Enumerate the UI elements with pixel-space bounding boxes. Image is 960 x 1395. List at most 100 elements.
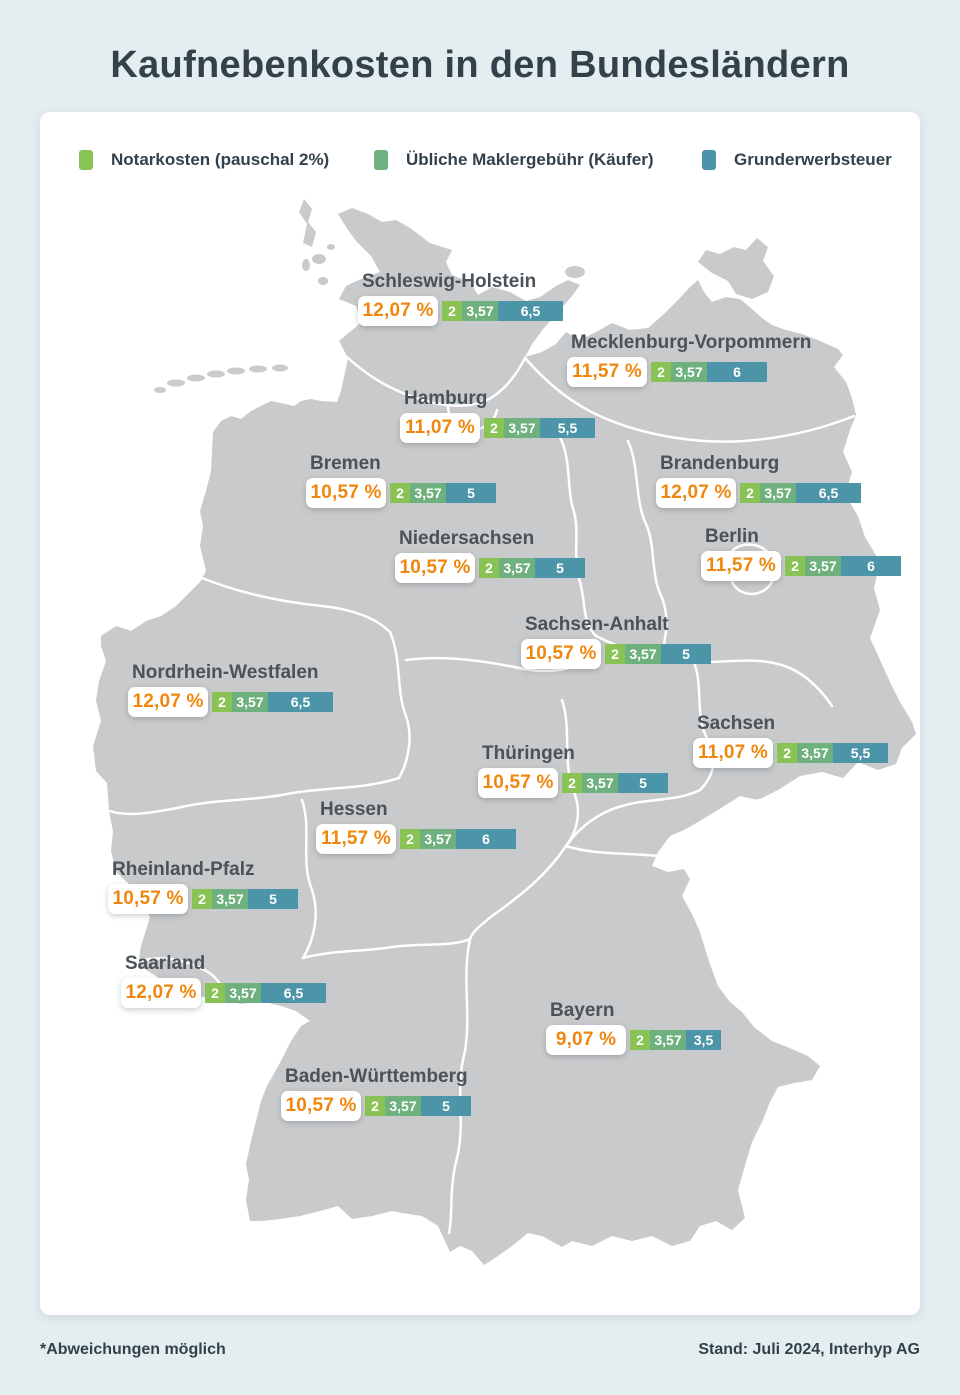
state-name: Bayern [550, 1000, 615, 1021]
state-cost-bar: 2 3,57 5 [562, 773, 668, 793]
state-cost-row: 10,57 % 2 3,57 5 [108, 884, 298, 914]
state-cost-row: 11,57 % 2 3,57 6 [567, 357, 767, 387]
state-name: Niedersachsen [399, 528, 535, 549]
state-cost-row: 10,57 % 2 3,57 5 [281, 1091, 471, 1121]
state-name: Brandenburg [660, 453, 780, 474]
notary-cost-segment: 2 [365, 1096, 385, 1116]
state-cost-bar: 2 3,57 5,5 [484, 418, 595, 438]
state-name: Berlin [705, 526, 759, 547]
state-hamburg: Hamburg 11,07 % 2 3,57 5,5 [400, 388, 595, 443]
broker-fee-segment: 3,57 [650, 1030, 686, 1050]
broker-fee-segment: 3,57 [504, 418, 540, 438]
notary-cost-segment: 2 [484, 418, 504, 438]
state-name: Thüringen [482, 743, 575, 764]
state-nordrhein-westfalen: Nordrhein-Westfalen 12,07 % 2 3,57 6,5 [128, 662, 333, 717]
transfer-tax-segment: 5 [421, 1096, 471, 1116]
state-total-badge: 11,57 % [701, 551, 781, 581]
transfer-tax-segment: 5,5 [540, 418, 595, 438]
notary-cost-segment: 2 [630, 1030, 650, 1050]
notary-cost-segment: 2 [651, 362, 671, 382]
broker-fee-segment: 3,57 [232, 692, 268, 712]
transfer-tax-segment: 6,5 [498, 301, 563, 321]
state-name: Sachsen-Anhalt [525, 614, 669, 635]
state-total-badge: 10,57 % [478, 768, 558, 798]
state-total-badge: 12,07 % [358, 296, 438, 326]
state-name: Saarland [125, 953, 206, 974]
state-name: Rheinland-Pfalz [112, 859, 255, 880]
state-cost-bar: 2 3,57 5 [479, 558, 585, 578]
state-cost-bar: 2 3,57 6,5 [205, 983, 326, 1003]
transfer-tax-segment: 6 [841, 556, 901, 576]
broker-fee-segment: 3,57 [212, 889, 248, 909]
state-total-badge: 10,57 % [281, 1091, 361, 1121]
state-bayern: Bayern 9,07 % 2 3,57 3,5 [546, 1000, 721, 1055]
state-cost-row: 10,57 % 2 3,57 5 [478, 768, 668, 798]
state-cost-row: 12,07 % 2 3,57 6,5 [121, 978, 326, 1008]
state-cost-bar: 2 3,57 6,5 [442, 301, 563, 321]
notary-cost-segment: 2 [400, 829, 420, 849]
state-sachsen: Sachsen 11,07 % 2 3,57 5,5 [693, 713, 888, 768]
broker-fee-segment: 3,57 [225, 983, 261, 1003]
footnote: *Abweichungen möglich [40, 1341, 226, 1358]
state-name: Nordrhein-Westfalen [132, 662, 319, 683]
state-bremen: Bremen 10,57 % 2 3,57 5 [306, 453, 496, 508]
state-cost-bar: 2 3,57 5 [390, 483, 496, 503]
state-cost-row: 12,07 % 2 3,57 6,5 [358, 296, 563, 326]
notar-color-swatch [79, 150, 93, 170]
steuer-color-swatch [702, 150, 716, 170]
notary-cost-segment: 2 [777, 743, 797, 763]
state-cost-row: 11,57 % 2 3,57 6 [701, 551, 901, 581]
state-total-badge: 12,07 % [656, 478, 736, 508]
state-name: Hessen [320, 799, 388, 820]
notary-cost-segment: 2 [562, 773, 582, 793]
state-schleswig-holstein: Schleswig-Holstein 12,07 % 2 3,57 6,5 [358, 271, 563, 326]
broker-fee-segment: 3,57 [499, 558, 535, 578]
state-total-badge: 11,07 % [693, 738, 773, 768]
transfer-tax-segment: 3,5 [686, 1030, 721, 1050]
legend-item-notarkosten: Notarkosten (pauschal 2%) [79, 149, 329, 171]
state-total-badge: 12,07 % [128, 687, 208, 717]
state-total-badge: 10,57 % [108, 884, 188, 914]
broker-fee-segment: 3,57 [582, 773, 618, 793]
state-name: Hamburg [404, 388, 488, 409]
legend-item-maklergebuehr: Übliche Maklergebühr (Käufer) [374, 149, 654, 171]
state-cost-row: 10,57 % 2 3,57 5 [306, 478, 496, 508]
state-total-badge: 10,57 % [395, 553, 475, 583]
notary-cost-segment: 2 [205, 983, 225, 1003]
transfer-tax-segment: 5 [661, 644, 711, 664]
broker-fee-segment: 3,57 [410, 483, 446, 503]
state-cost-row: 9,07 % 2 3,57 3,5 [546, 1025, 721, 1055]
source-note: Stand: Juli 2024, Interhyp AG [698, 1341, 920, 1358]
broker-fee-segment: 3,57 [805, 556, 841, 576]
broker-fee-segment: 3,57 [760, 483, 796, 503]
state-cost-row: 12,07 % 2 3,57 6,5 [128, 687, 333, 717]
state-berlin: Berlin 11,57 % 2 3,57 6 [701, 526, 901, 581]
broker-fee-segment: 3,57 [671, 362, 707, 382]
transfer-tax-segment: 6 [707, 362, 767, 382]
legend-item-grunderwerbsteuer: Grunderwerbsteuer [702, 149, 892, 171]
state-saarland: Saarland 12,07 % 2 3,57 6,5 [121, 953, 326, 1008]
state-hessen: Hessen 11,57 % 2 3,57 6 [316, 799, 516, 854]
state-cost-row: 12,07 % 2 3,57 6,5 [656, 478, 861, 508]
state-cost-row: 10,57 % 2 3,57 5 [521, 639, 711, 669]
state-total-badge: 10,57 % [521, 639, 601, 669]
state-name: Mecklenburg-Vorpommern [571, 332, 812, 353]
notary-cost-segment: 2 [192, 889, 212, 909]
state-rheinland-pfalz: Rheinland-Pfalz 10,57 % 2 3,57 5 [108, 859, 298, 914]
state-niedersachsen: Niedersachsen 10,57 % 2 3,57 5 [395, 528, 585, 583]
notary-cost-segment: 2 [390, 483, 410, 503]
state-name: Sachsen [697, 713, 776, 734]
state-total-badge: 11,57 % [316, 824, 396, 854]
page-title: Kaufnebenkosten in den Bundesländern [110, 44, 850, 86]
notary-cost-segment: 2 [605, 644, 625, 664]
state-cost-bar: 2 3,57 6,5 [212, 692, 333, 712]
state-cost-bar: 2 3,57 6,5 [740, 483, 861, 503]
state-name: Baden-Württemberg [285, 1066, 468, 1087]
notary-cost-segment: 2 [212, 692, 232, 712]
state-total-badge: 12,07 % [121, 978, 201, 1008]
transfer-tax-segment: 6,5 [261, 983, 326, 1003]
legend-label: Notarkosten (pauschal 2%) [111, 150, 330, 169]
broker-fee-segment: 3,57 [420, 829, 456, 849]
makler-color-swatch [374, 150, 388, 170]
